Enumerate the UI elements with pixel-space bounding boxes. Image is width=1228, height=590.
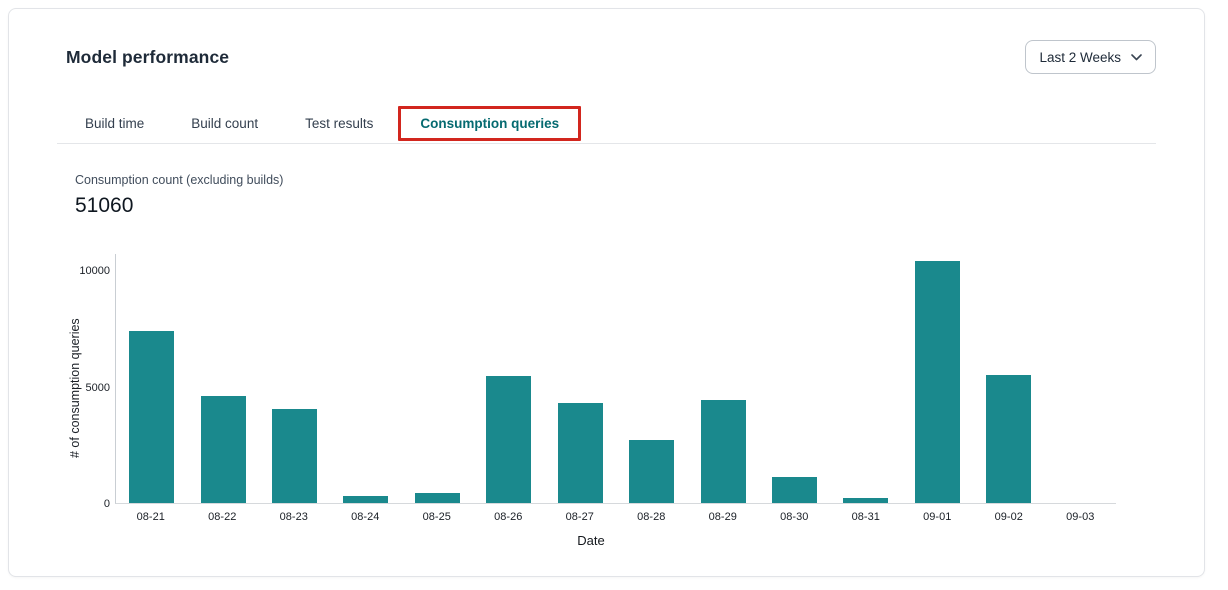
bar-slot: [1044, 254, 1115, 503]
x-tick-label: 08-21: [136, 511, 165, 523]
bar-08-21[interactable]: [129, 331, 175, 503]
bar-slot: [616, 254, 687, 503]
x-tick-label: 09-01: [923, 511, 952, 523]
x-tick-label: 08-27: [565, 511, 594, 523]
card-header: Model performance Last 2 Weeks: [9, 9, 1204, 74]
plot-column: 08-21 08-22 08-23 08-24 08-25 08-26 08-27 08-28…: [115, 254, 1116, 523]
bar-slot: [116, 254, 187, 503]
bar-09-02[interactable]: [986, 375, 1032, 503]
bar-08-27[interactable]: [557, 402, 603, 503]
x-tick-label: 08-23: [279, 511, 308, 523]
stat-block: Consumption count (excluding builds) 510…: [75, 173, 1204, 218]
bar-slot: [187, 254, 258, 503]
x-tick-label: 08-24: [351, 511, 380, 523]
x-tick-label: 08-31: [851, 511, 880, 523]
bar-08-31[interactable]: [843, 498, 889, 503]
x-tick-label: 08-22: [208, 511, 237, 523]
x-tick-label: 08-30: [780, 511, 809, 523]
bar-08-26[interactable]: [486, 375, 532, 503]
chevron-down-icon: [1131, 54, 1142, 61]
bar-slot: [259, 254, 330, 503]
page-title: Model performance: [66, 46, 230, 67]
tab-consumption-queries[interactable]: Consumption queries: [398, 106, 582, 141]
tab-bar: Build time Build count Test results Cons…: [57, 104, 1156, 144]
x-tick-label: 08-25: [422, 511, 451, 523]
stat-value: 51060: [75, 194, 134, 217]
consumption-queries-chart: # of consumption queries 0 5000 10000 08-2…: [66, 254, 1116, 548]
y-tick-label: 10000: [79, 265, 110, 278]
date-range-value: Last 2 Weeks: [1039, 49, 1121, 65]
bar-slot: [402, 254, 473, 503]
y-tick-label: 5000: [85, 381, 110, 394]
bar-slot: [973, 254, 1044, 503]
bar-08-24[interactable]: [343, 495, 389, 503]
y-axis: 0 5000 10000: [79, 254, 110, 510]
x-tick-label: 09-02: [994, 511, 1023, 523]
tab-test-results[interactable]: Test results: [305, 116, 374, 131]
stat-label: Consumption count (excluding builds): [75, 173, 284, 187]
bar-slot: [473, 254, 544, 503]
bar-08-29[interactable]: [700, 399, 746, 503]
bar-08-25[interactable]: [414, 492, 460, 503]
tab-build-time[interactable]: Build time: [85, 116, 145, 131]
x-axis: 08-21 08-22 08-23 08-24 08-25 08-26 08-27 08-28…: [115, 511, 1116, 523]
bar-slot: [687, 254, 758, 503]
chart-body: # of consumption queries 0 5000 10000 08-2…: [66, 254, 1116, 523]
x-tick-label: 08-29: [708, 511, 737, 523]
bar-slot: [759, 254, 830, 503]
plot-area: [115, 254, 1116, 504]
date-range-dropdown[interactable]: Last 2 Weeks: [1025, 40, 1156, 74]
bar-08-30[interactable]: [772, 476, 817, 503]
bar-08-28[interactable]: [629, 440, 675, 503]
x-tick-label: 09-03: [1066, 511, 1095, 523]
x-axis-title: Date: [577, 533, 605, 548]
x-tick-label: 08-26: [494, 511, 523, 523]
bar-slot: [902, 254, 973, 503]
bar-slot: [330, 254, 401, 503]
model-performance-card: Model performance Last 2 Weeks Build tim…: [8, 8, 1205, 577]
bar-08-22[interactable]: [200, 396, 246, 503]
x-tick-label: 08-28: [637, 511, 666, 523]
y-axis-label: # of consumption queries: [68, 318, 82, 459]
bar-08-23[interactable]: [272, 409, 318, 503]
tab-build-count[interactable]: Build count: [191, 116, 259, 131]
y-tick-label: 0: [103, 498, 110, 510]
bar-slot: [830, 254, 901, 503]
bar-09-01[interactable]: [914, 260, 960, 503]
bar-slot: [545, 254, 616, 503]
